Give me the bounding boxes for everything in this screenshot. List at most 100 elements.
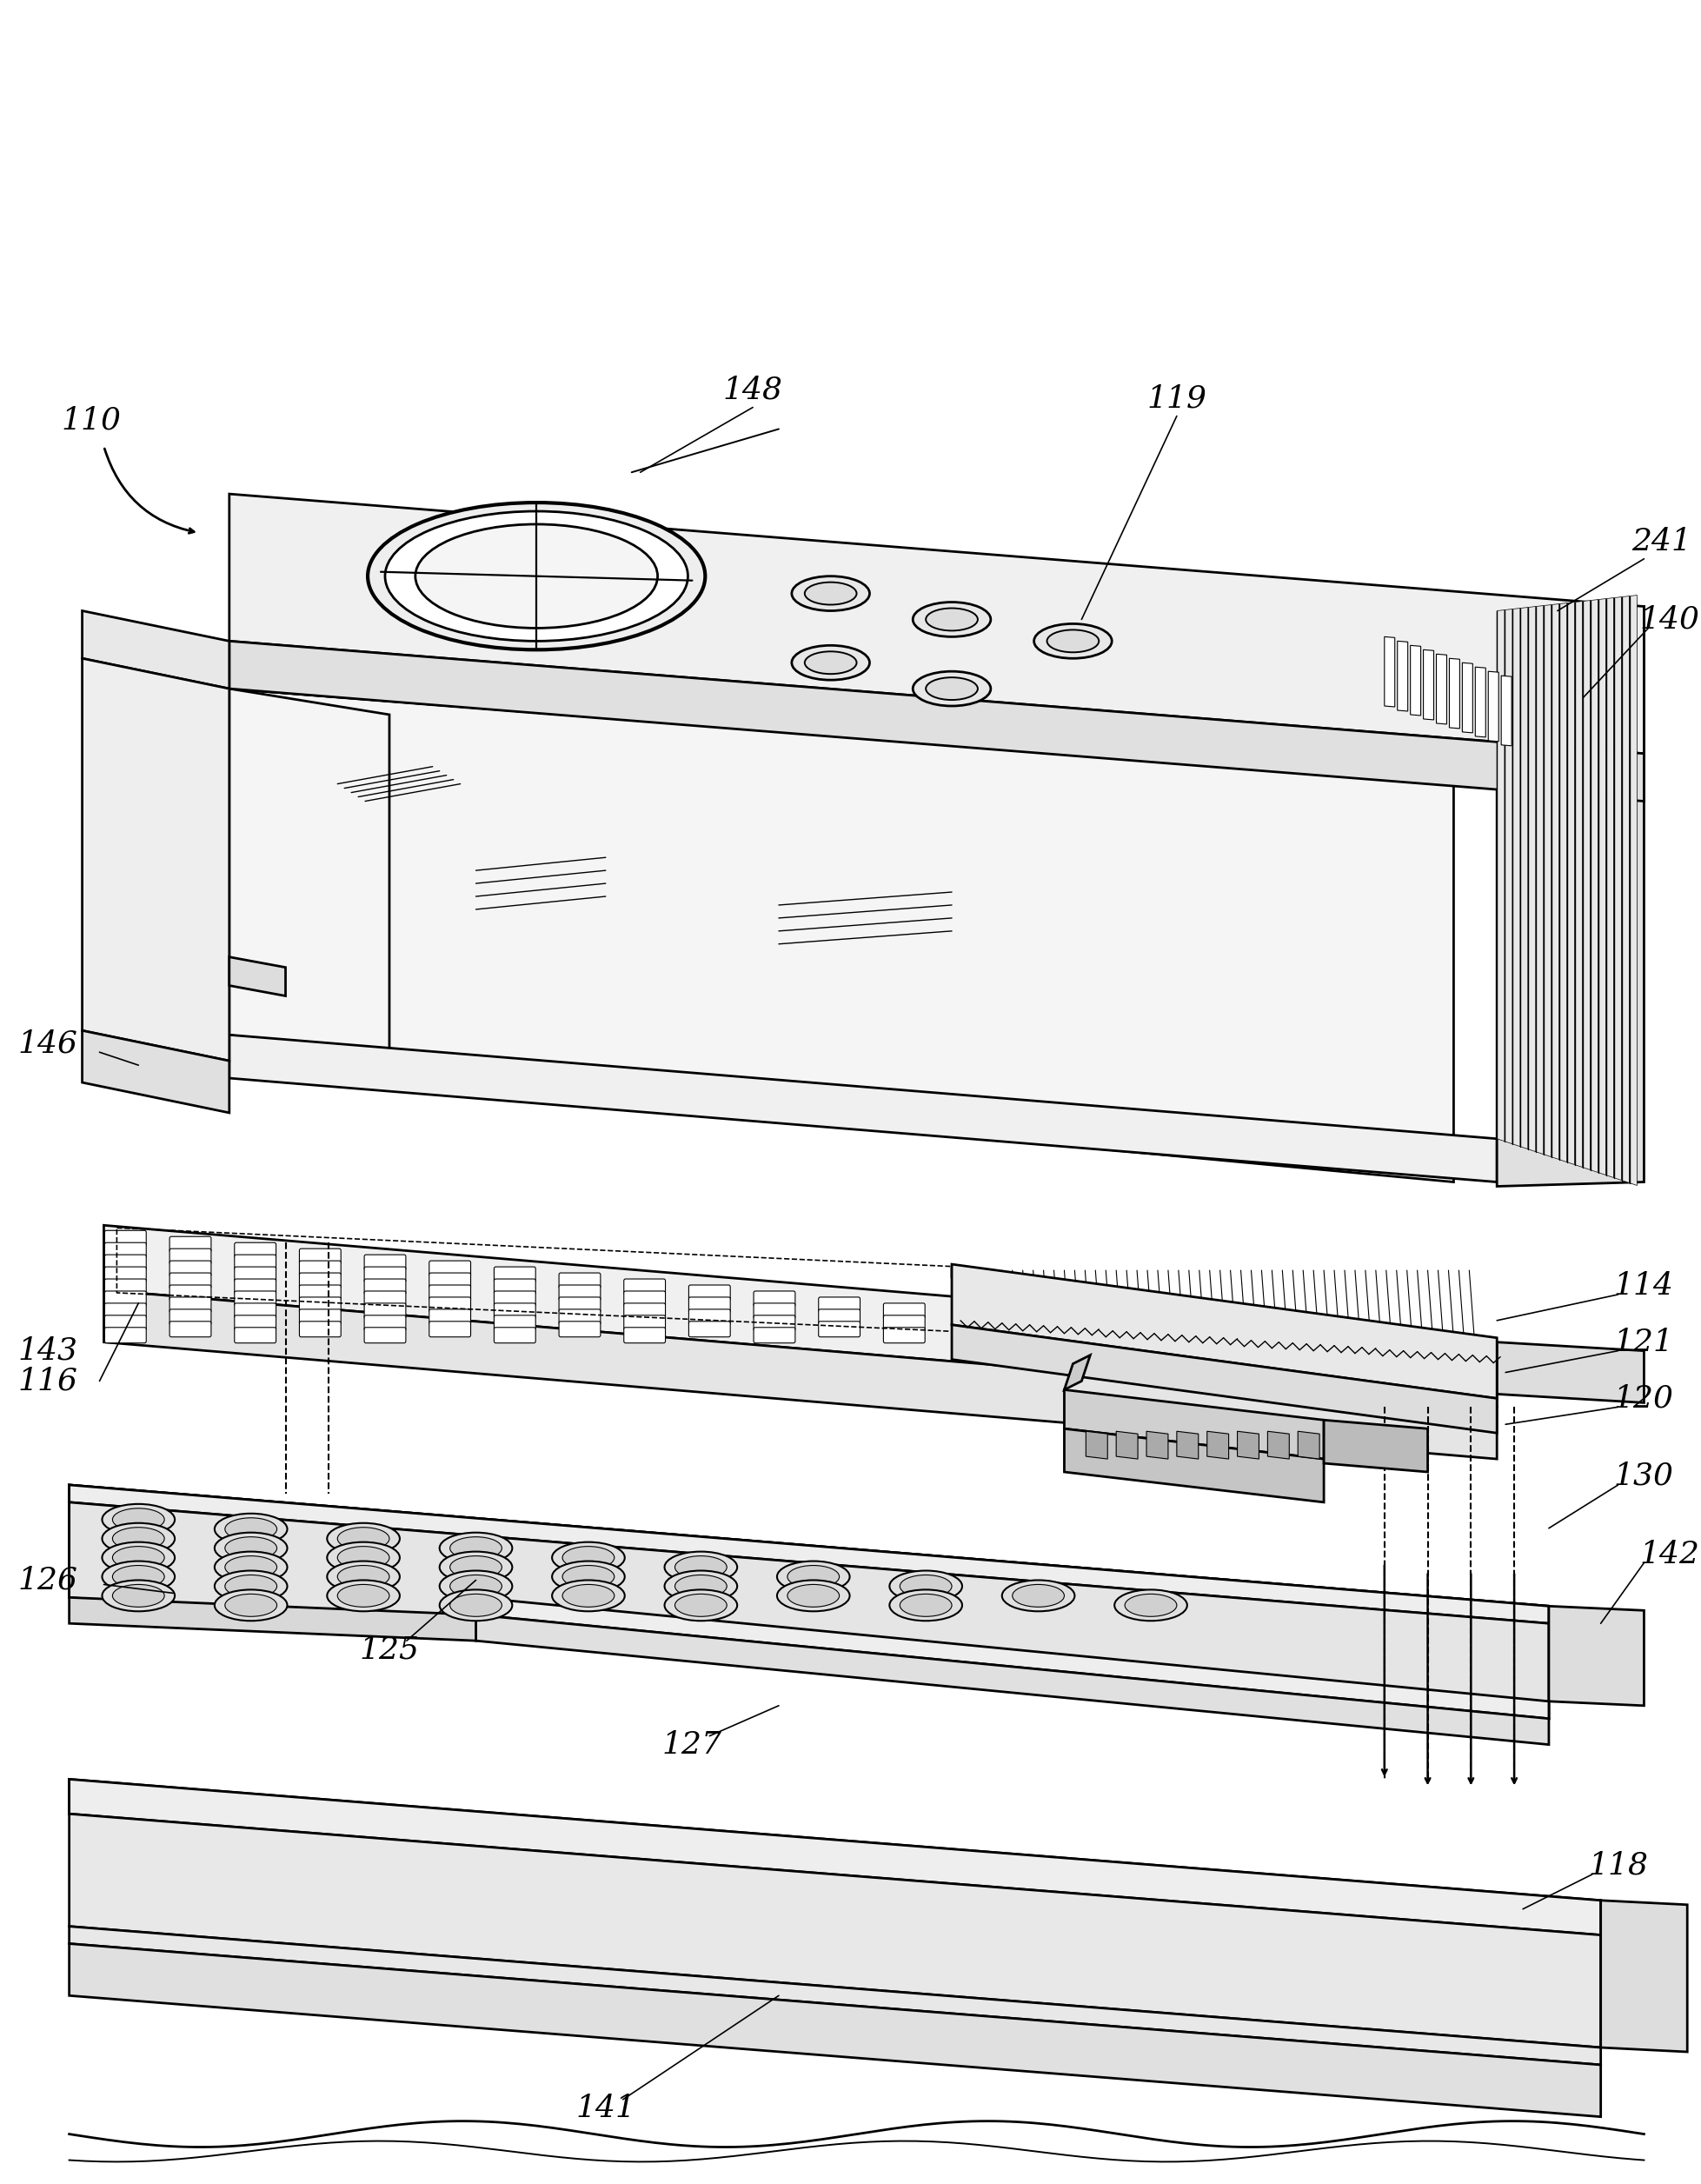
Polygon shape: [70, 1485, 1550, 1719]
FancyBboxPatch shape: [105, 1304, 146, 1319]
Polygon shape: [1599, 598, 1606, 1175]
Polygon shape: [1497, 607, 1643, 1186]
Ellipse shape: [225, 1538, 277, 1559]
FancyBboxPatch shape: [170, 1321, 211, 1337]
Polygon shape: [953, 1265, 1497, 1398]
FancyBboxPatch shape: [560, 1284, 600, 1302]
Ellipse shape: [102, 1562, 175, 1592]
FancyBboxPatch shape: [235, 1280, 276, 1295]
Text: 126: 126: [17, 1566, 78, 1594]
Ellipse shape: [1114, 1590, 1187, 1621]
Ellipse shape: [102, 1542, 175, 1572]
Polygon shape: [82, 612, 230, 688]
Polygon shape: [1410, 646, 1420, 716]
Polygon shape: [1601, 1900, 1687, 2051]
FancyBboxPatch shape: [105, 1243, 146, 1258]
Ellipse shape: [900, 1594, 953, 1616]
Ellipse shape: [439, 1570, 512, 1601]
Ellipse shape: [439, 1590, 512, 1621]
FancyBboxPatch shape: [493, 1291, 536, 1306]
Polygon shape: [1536, 605, 1543, 1155]
Ellipse shape: [439, 1533, 512, 1564]
Ellipse shape: [225, 1575, 277, 1597]
Polygon shape: [70, 1926, 1601, 2064]
FancyBboxPatch shape: [493, 1280, 536, 1295]
FancyBboxPatch shape: [105, 1291, 146, 1306]
Ellipse shape: [788, 1566, 839, 1588]
Polygon shape: [70, 1780, 1601, 1935]
FancyBboxPatch shape: [170, 1249, 211, 1265]
Ellipse shape: [214, 1570, 287, 1601]
Ellipse shape: [327, 1542, 400, 1572]
FancyBboxPatch shape: [493, 1315, 536, 1330]
Polygon shape: [1521, 607, 1527, 1149]
Ellipse shape: [563, 1566, 614, 1588]
Polygon shape: [1505, 609, 1512, 1144]
FancyBboxPatch shape: [235, 1328, 276, 1343]
FancyBboxPatch shape: [883, 1304, 925, 1319]
Text: 120: 120: [1614, 1385, 1674, 1413]
Ellipse shape: [890, 1570, 963, 1601]
Ellipse shape: [112, 1527, 165, 1551]
FancyBboxPatch shape: [105, 1328, 146, 1343]
FancyBboxPatch shape: [299, 1284, 340, 1302]
Text: 130: 130: [1614, 1461, 1674, 1492]
Text: 116: 116: [17, 1367, 78, 1396]
FancyBboxPatch shape: [364, 1315, 407, 1330]
Polygon shape: [1116, 1431, 1138, 1459]
Polygon shape: [1550, 1605, 1643, 1706]
FancyBboxPatch shape: [429, 1308, 471, 1326]
Ellipse shape: [451, 1555, 502, 1579]
Ellipse shape: [913, 670, 990, 705]
FancyBboxPatch shape: [883, 1328, 925, 1343]
Ellipse shape: [805, 583, 857, 605]
Ellipse shape: [102, 1505, 175, 1535]
Ellipse shape: [665, 1570, 737, 1601]
Ellipse shape: [112, 1583, 165, 1607]
FancyBboxPatch shape: [818, 1297, 861, 1313]
Polygon shape: [1475, 666, 1485, 738]
Polygon shape: [70, 1780, 1601, 1935]
Ellipse shape: [214, 1533, 287, 1564]
Polygon shape: [1065, 1354, 1090, 1389]
Ellipse shape: [102, 1581, 175, 1612]
FancyBboxPatch shape: [299, 1308, 340, 1326]
Ellipse shape: [214, 1551, 287, 1583]
Polygon shape: [70, 1597, 476, 1640]
Ellipse shape: [337, 1546, 390, 1568]
Ellipse shape: [112, 1509, 165, 1531]
Polygon shape: [230, 957, 286, 996]
Polygon shape: [104, 1225, 1497, 1406]
Polygon shape: [1463, 662, 1473, 734]
Polygon shape: [1385, 638, 1395, 708]
Ellipse shape: [913, 603, 990, 638]
Polygon shape: [82, 657, 230, 1061]
FancyBboxPatch shape: [235, 1267, 276, 1282]
Polygon shape: [1606, 598, 1614, 1177]
Polygon shape: [1436, 653, 1448, 725]
Polygon shape: [953, 1269, 1488, 1348]
Ellipse shape: [225, 1555, 277, 1579]
Text: 141: 141: [575, 2092, 636, 2123]
Text: 125: 125: [359, 1634, 420, 1664]
Polygon shape: [1449, 657, 1459, 729]
Ellipse shape: [925, 677, 978, 699]
FancyBboxPatch shape: [493, 1304, 536, 1319]
FancyBboxPatch shape: [364, 1267, 407, 1282]
Polygon shape: [1582, 601, 1590, 1171]
FancyBboxPatch shape: [105, 1256, 146, 1271]
FancyBboxPatch shape: [560, 1297, 600, 1313]
FancyBboxPatch shape: [299, 1297, 340, 1313]
Ellipse shape: [327, 1522, 400, 1555]
Polygon shape: [82, 1031, 230, 1114]
FancyBboxPatch shape: [429, 1321, 471, 1337]
Ellipse shape: [900, 1575, 953, 1597]
FancyBboxPatch shape: [624, 1315, 665, 1330]
FancyBboxPatch shape: [689, 1308, 730, 1326]
Ellipse shape: [925, 607, 978, 631]
Ellipse shape: [675, 1594, 726, 1616]
Polygon shape: [1502, 675, 1512, 745]
FancyBboxPatch shape: [624, 1280, 665, 1295]
Polygon shape: [1267, 1431, 1289, 1459]
Text: 142: 142: [1640, 1540, 1699, 1568]
